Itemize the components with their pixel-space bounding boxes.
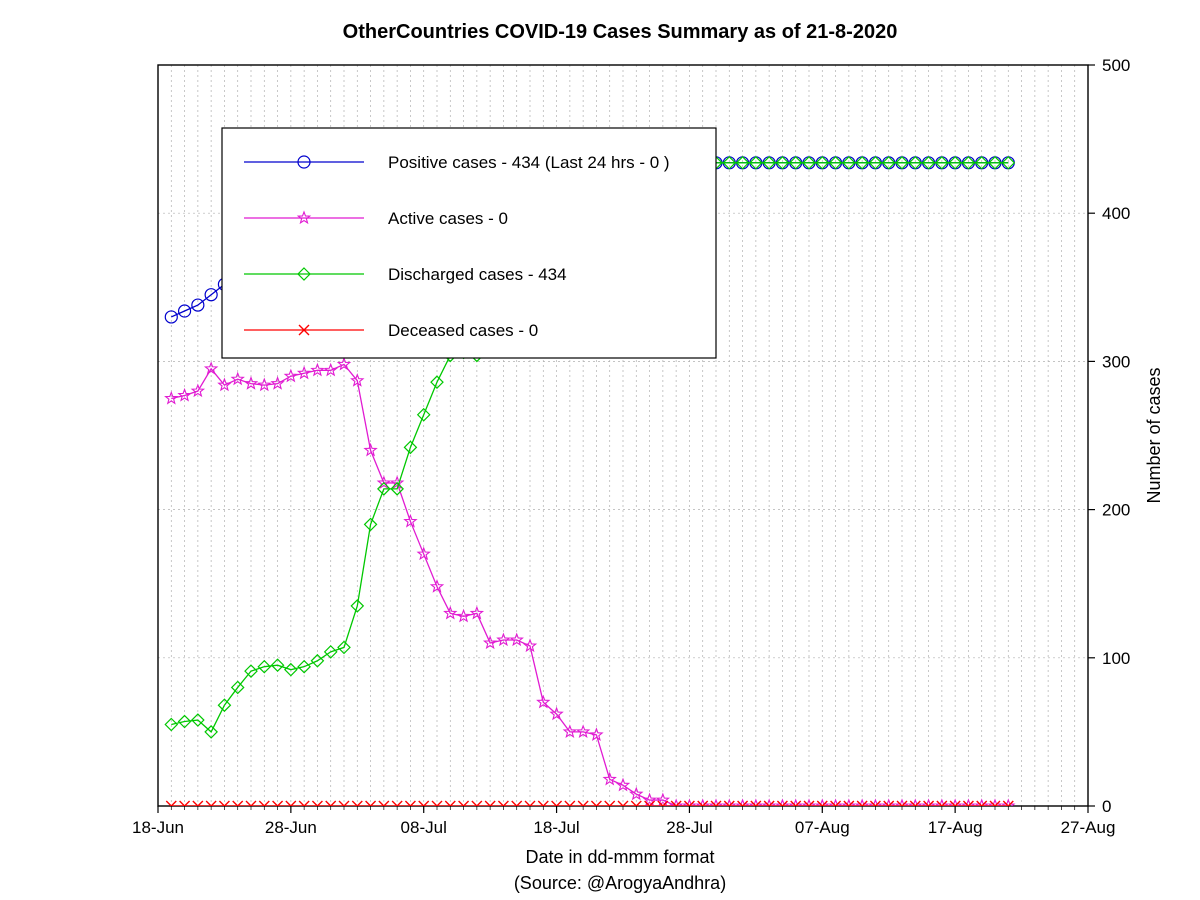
- y-tick-label: 300: [1102, 352, 1130, 371]
- y-tick-label: 100: [1102, 649, 1130, 668]
- x-tick-label: 28-Jul: [666, 818, 712, 837]
- chart-container: OtherCountries COVID-19 Cases Summary as…: [0, 0, 1200, 900]
- y-axis-label: Number of cases: [1144, 367, 1164, 503]
- x-tick-label: 17-Aug: [928, 818, 983, 837]
- covid-line-chart: OtherCountries COVID-19 Cases Summary as…: [0, 0, 1200, 900]
- chart-title: OtherCountries COVID-19 Cases Summary as…: [343, 21, 898, 43]
- x-axis-label: Date in dd-mmm format: [525, 847, 714, 867]
- legend-label-positive: Positive cases - 434 (Last 24 hrs - 0 ): [388, 153, 670, 172]
- x-tick-label: 18-Jun: [132, 818, 184, 837]
- y-tick-label: 400: [1102, 204, 1130, 223]
- x-tick-label: 07-Aug: [795, 818, 850, 837]
- y-tick-label: 0: [1102, 797, 1111, 816]
- x-tick-label: 18-Jul: [533, 818, 579, 837]
- source-label: (Source: @ArogyaAndhra): [514, 873, 726, 893]
- x-tick-label: 27-Aug: [1061, 818, 1116, 837]
- legend-label-discharged: Discharged cases - 434: [388, 265, 567, 284]
- x-tick-label: 28-Jun: [265, 818, 317, 837]
- y-tick-label: 200: [1102, 501, 1130, 520]
- y-tick-label: 500: [1102, 56, 1130, 75]
- x-tick-label: 08-Jul: [401, 818, 447, 837]
- legend-label-active: Active cases - 0: [388, 209, 508, 228]
- legend-label-deceased: Deceased cases - 0: [388, 321, 538, 340]
